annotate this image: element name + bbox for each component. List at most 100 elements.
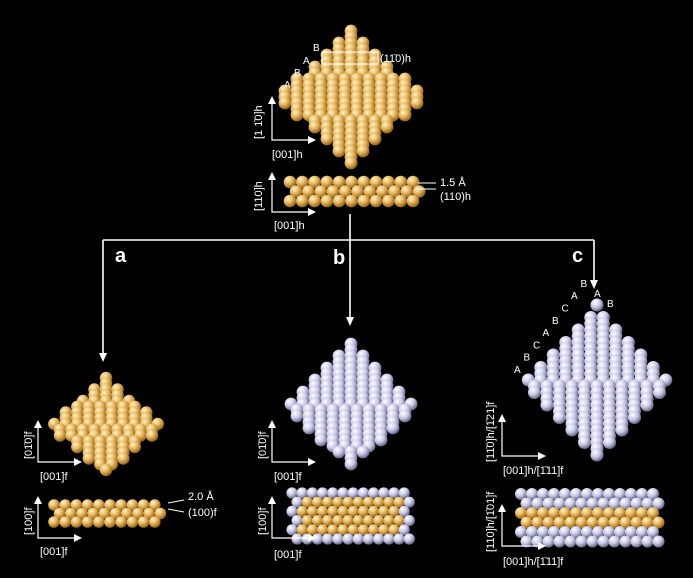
- atom: [542, 516, 555, 529]
- top-spacing-marker: [418, 182, 436, 190]
- atom: [332, 175, 346, 189]
- atom: [559, 488, 571, 500]
- b-plan-axes: [271, 424, 312, 463]
- atom: [564, 516, 577, 529]
- atom: [630, 497, 643, 510]
- atom: [581, 507, 593, 519]
- atom: [398, 487, 410, 499]
- atom: [126, 516, 139, 528]
- atom: [553, 516, 566, 529]
- a-side-axes: [37, 500, 78, 539]
- c-stack-letter: B: [552, 316, 559, 327]
- atom: [70, 516, 83, 528]
- atom: [283, 175, 297, 189]
- atom: [373, 533, 385, 545]
- atom: [382, 175, 395, 189]
- atom: [126, 499, 139, 511]
- atom: [388, 524, 400, 536]
- atom: [53, 429, 67, 442]
- atom: [115, 499, 127, 511]
- atom: [337, 487, 349, 499]
- atom: [137, 499, 150, 511]
- atom: [93, 516, 105, 528]
- atom: [320, 175, 334, 189]
- c-stack-letter: A: [514, 365, 521, 376]
- b-side-horizontal-axis-label: [001]f: [274, 549, 302, 561]
- atom: [337, 524, 349, 536]
- atom: [398, 505, 410, 517]
- a-plane-label: (100)f: [188, 507, 218, 519]
- c-stack-letter: B: [524, 353, 531, 364]
- axis-frames: [37, 100, 542, 547]
- atom: [608, 497, 621, 510]
- atom: [337, 505, 349, 517]
- atom: [332, 445, 346, 459]
- atom: [652, 497, 665, 510]
- atom: [553, 411, 566, 424]
- atom: [636, 507, 648, 519]
- atom: [652, 535, 665, 548]
- top-side-axes: [271, 176, 312, 213]
- atom: [296, 505, 308, 517]
- top-facet-box: [321, 51, 379, 65]
- atom: [537, 507, 549, 519]
- atom: [351, 185, 364, 198]
- atom: [393, 515, 405, 527]
- atom: [615, 423, 629, 437]
- atom: [398, 524, 410, 536]
- atom: [625, 526, 637, 538]
- atom: [581, 526, 593, 538]
- atom: [82, 452, 96, 465]
- atom: [597, 535, 610, 548]
- atom: [608, 516, 621, 529]
- top-side-cluster: [283, 175, 426, 208]
- atom: [614, 526, 626, 538]
- atom: [630, 516, 643, 529]
- panel-letter-b: b: [333, 247, 345, 269]
- b-plan-horizontal-axis-label: [001]f: [274, 471, 302, 483]
- atom: [311, 515, 324, 527]
- atom: [520, 497, 533, 510]
- a-plan-horizontal-axis-label: [001]f: [40, 471, 68, 483]
- atom: [357, 194, 371, 208]
- a-side-cluster: [48, 499, 167, 528]
- atom: [322, 496, 334, 508]
- atom: [586, 497, 599, 510]
- atom: [143, 507, 155, 520]
- atom: [406, 194, 420, 208]
- atom: [345, 175, 358, 189]
- b-side-cluster: [286, 487, 415, 545]
- atom: [636, 488, 648, 500]
- atom: [48, 516, 60, 528]
- atom: [115, 516, 127, 528]
- atom: [383, 515, 395, 527]
- atom: [53, 507, 66, 520]
- c-stack-letter: B: [581, 279, 588, 290]
- atom: [352, 496, 364, 508]
- atom: [388, 487, 400, 499]
- atom: [368, 524, 380, 536]
- top-plan-vertical-axis-label: [1 1̄0]h: [253, 105, 265, 139]
- atom: [314, 433, 328, 447]
- atom: [537, 488, 549, 500]
- atom: [344, 156, 358, 170]
- atom: [311, 496, 324, 508]
- c-stack-letter-top: B: [607, 299, 614, 310]
- axis-arrowheads: [34, 96, 546, 550]
- atom: [145, 429, 159, 442]
- atom: [149, 499, 161, 511]
- atom: [386, 421, 400, 435]
- atom: [302, 421, 316, 435]
- atom: [564, 497, 577, 510]
- c-plan-vertical-axis-label: [11̄0]h/[1̄21]f: [485, 401, 497, 462]
- b-side-vertical-axis-label: [100]f: [257, 507, 269, 535]
- atom: [515, 488, 527, 500]
- atom: [344, 457, 358, 471]
- c-stack-letter: A: [571, 291, 578, 302]
- atom: [592, 507, 604, 519]
- atom: [388, 185, 401, 198]
- atom: [647, 507, 659, 519]
- atom: [369, 194, 383, 208]
- top-stack-letter-4: A: [284, 80, 291, 91]
- top-stack-letter-2: A: [303, 56, 310, 67]
